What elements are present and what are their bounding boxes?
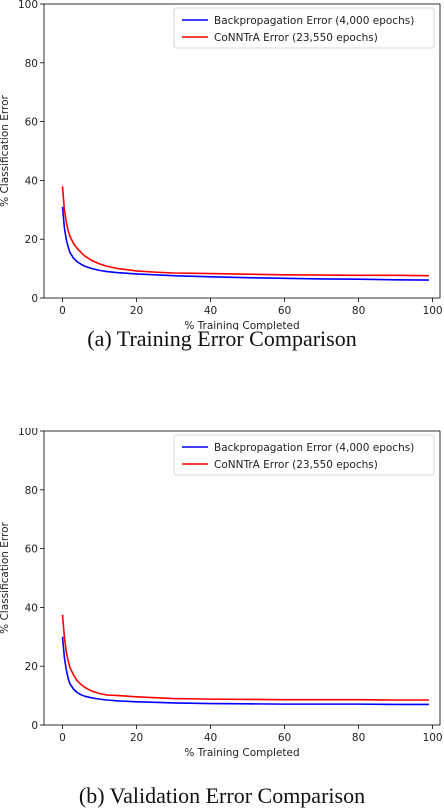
x-tick-label: 0 bbox=[59, 305, 66, 317]
y-tick-label: 40 bbox=[25, 175, 38, 187]
legend-label-backpropagation: Backpropagation Error (4,000 epochs) bbox=[214, 442, 414, 454]
validation-error-panel: 0 20 40 60 80 100 0 20 40 60 80 100 % Training Compl… bbox=[0, 428, 444, 808]
x-tick-label: 100 bbox=[423, 732, 443, 744]
y-tick-label: 60 bbox=[25, 544, 38, 556]
legend-box bbox=[173, 434, 435, 476]
x-tick-label: 80 bbox=[352, 732, 365, 744]
y-tick-label: 0 bbox=[31, 720, 38, 732]
x-axis-label: % Training Completed bbox=[184, 320, 299, 330]
legend-label-backpropagation: Backpropagation Error (4,000 epochs) bbox=[214, 15, 414, 27]
validation-error-chart: 0 20 40 60 80 100 0 20 40 60 80 100 % Training Compl… bbox=[0, 428, 443, 759]
y-tick-label: 80 bbox=[25, 58, 38, 70]
validation-error-caption: (b) Validation Error Comparison bbox=[78, 783, 366, 808]
y-tick-label: 20 bbox=[25, 234, 38, 246]
backpropagation-series-line bbox=[61, 206, 429, 281]
legend-label-conntra: CoNNTrA Error (23,550 epochs) bbox=[214, 32, 378, 44]
plot-frame bbox=[43, 3, 441, 299]
x-tick-label: 80 bbox=[352, 305, 365, 317]
y-axis-label: % Classification Error bbox=[0, 521, 11, 633]
y-tick-label: 40 bbox=[25, 602, 38, 614]
plot-frame bbox=[43, 430, 441, 726]
y-tick-label: 100 bbox=[18, 0, 38, 11]
x-axis-label: % Training Completed bbox=[184, 747, 299, 759]
conntra-series-line bbox=[61, 614, 429, 701]
conntra-series-line bbox=[61, 186, 429, 277]
training-error-chart: 0 20 40 60 80 100 0 20 40 60 80 100 % Training Compl… bbox=[0, 0, 443, 330]
x-tick-label: 0 bbox=[59, 732, 66, 744]
legend-box bbox=[173, 7, 435, 49]
x-tick-label: 40 bbox=[204, 305, 217, 317]
y-axis-label: % Classification Error bbox=[0, 94, 11, 206]
backpropagation-series-line bbox=[61, 636, 429, 706]
y-tick-label: 100 bbox=[18, 428, 38, 438]
y-tick-label: 80 bbox=[25, 485, 38, 497]
legend-label-conntra: CoNNTrA Error (23,550 epochs) bbox=[214, 459, 378, 471]
x-tick-label: 60 bbox=[278, 732, 291, 744]
y-tick-label: 0 bbox=[31, 293, 38, 305]
training-error-panel: 0 20 40 60 80 100 0 20 40 60 80 100 % Training Compl… bbox=[0, 0, 444, 390]
x-tick-label: 100 bbox=[423, 305, 443, 317]
x-tick-label: 20 bbox=[130, 732, 143, 744]
y-tick-label: 60 bbox=[25, 117, 38, 129]
x-tick-label: 60 bbox=[278, 305, 291, 317]
x-tick-label: 40 bbox=[204, 732, 217, 744]
x-tick-label: 20 bbox=[130, 305, 143, 317]
y-tick-label: 20 bbox=[25, 661, 38, 673]
training-error-caption: (a) Training Error Comparison bbox=[87, 326, 357, 351]
